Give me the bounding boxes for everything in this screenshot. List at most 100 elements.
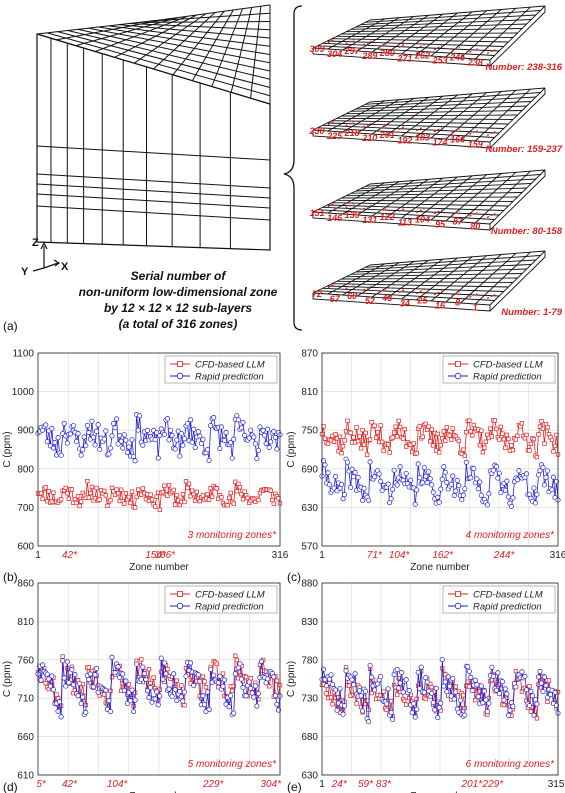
data-point (537, 424, 543, 429)
data-point (157, 507, 162, 512)
data-point (109, 433, 115, 439)
data-point (83, 443, 89, 449)
data-point (489, 664, 495, 670)
data-point (351, 682, 357, 688)
data-point (38, 491, 44, 496)
data-point (94, 665, 100, 672)
data-point (235, 417, 241, 423)
caption-line-4: (a total of 316 zones) (119, 317, 238, 331)
data-point (75, 693, 81, 699)
data-point (436, 705, 442, 711)
data-point (58, 497, 64, 502)
data-point (61, 420, 67, 426)
data-point (348, 430, 353, 436)
data-point (272, 434, 278, 440)
data-point (214, 486, 219, 491)
data-point (117, 675, 123, 681)
data-point (486, 700, 492, 706)
data-point (326, 482, 333, 488)
panel-label: (d) (3, 780, 18, 793)
data-point (157, 433, 163, 439)
data-point (498, 424, 504, 430)
x-tick-label: 316 (550, 550, 565, 561)
data-point (147, 685, 154, 691)
data-point (266, 444, 272, 451)
data-point (349, 677, 355, 683)
data-point (391, 467, 397, 473)
data-point (429, 690, 435, 696)
data-point (378, 423, 383, 428)
data-point (444, 689, 450, 695)
legend-label: Rapid prediction (473, 601, 542, 612)
data-point (97, 497, 102, 502)
data-point (188, 417, 194, 423)
data-point (86, 676, 92, 682)
data-point (388, 496, 394, 502)
data-point (528, 688, 534, 694)
data-point (260, 427, 266, 433)
data-point (185, 485, 190, 491)
data-point (241, 432, 248, 438)
data-point (423, 421, 428, 426)
data-point (237, 661, 243, 667)
x-axis-title: Zone number (129, 791, 189, 793)
data-point (429, 684, 434, 690)
data-point (252, 683, 258, 689)
data-point (340, 496, 346, 502)
data-point (490, 673, 496, 679)
data-point (381, 689, 386, 694)
data-point (381, 448, 386, 453)
zone-number-label: 297 (344, 46, 361, 56)
data-point (342, 438, 347, 443)
data-point (274, 678, 280, 683)
data-point (352, 469, 358, 476)
data-point (479, 428, 484, 433)
data-point (262, 432, 268, 438)
data-point (424, 679, 430, 685)
data-point (475, 694, 481, 700)
data-point (102, 692, 107, 697)
data-point (448, 481, 454, 487)
data-point (60, 658, 66, 664)
data-point (414, 706, 420, 712)
data-point (162, 483, 167, 488)
data-point (474, 476, 480, 482)
data-point (390, 717, 396, 723)
data-point (420, 480, 426, 486)
data-point (131, 708, 137, 715)
data-point (400, 689, 406, 695)
data-point (198, 441, 204, 447)
data-point (497, 437, 502, 442)
data-point (468, 475, 474, 481)
data-point (108, 497, 113, 503)
data-point (461, 447, 466, 452)
data-point (330, 702, 335, 707)
x-tick-label: 315* (548, 779, 565, 790)
data-point (412, 501, 418, 507)
data-point (148, 492, 153, 497)
layer-range-label: Number: 1-79 (501, 307, 562, 318)
y-axis-title: C (ppm) (2, 661, 13, 697)
data-point (435, 494, 441, 500)
data-point (206, 706, 212, 712)
y-tick-label: 680 (301, 732, 318, 743)
layer-range-label: Number: 159-237 (485, 144, 562, 155)
data-point (486, 491, 492, 497)
data-point (173, 502, 178, 507)
zone-block-3d (36, 4, 271, 251)
data-point (179, 683, 184, 688)
data-point (103, 493, 108, 498)
data-point (552, 443, 558, 449)
data-point (123, 437, 129, 443)
data-point (375, 430, 380, 435)
data-point (47, 683, 53, 689)
data-point (428, 439, 433, 444)
data-point (411, 701, 417, 707)
data-point (172, 446, 178, 452)
data-point (437, 450, 442, 455)
zone-number-label: 309 (309, 44, 324, 54)
y-tick-label: 900 (17, 426, 34, 437)
data-point (459, 497, 465, 503)
